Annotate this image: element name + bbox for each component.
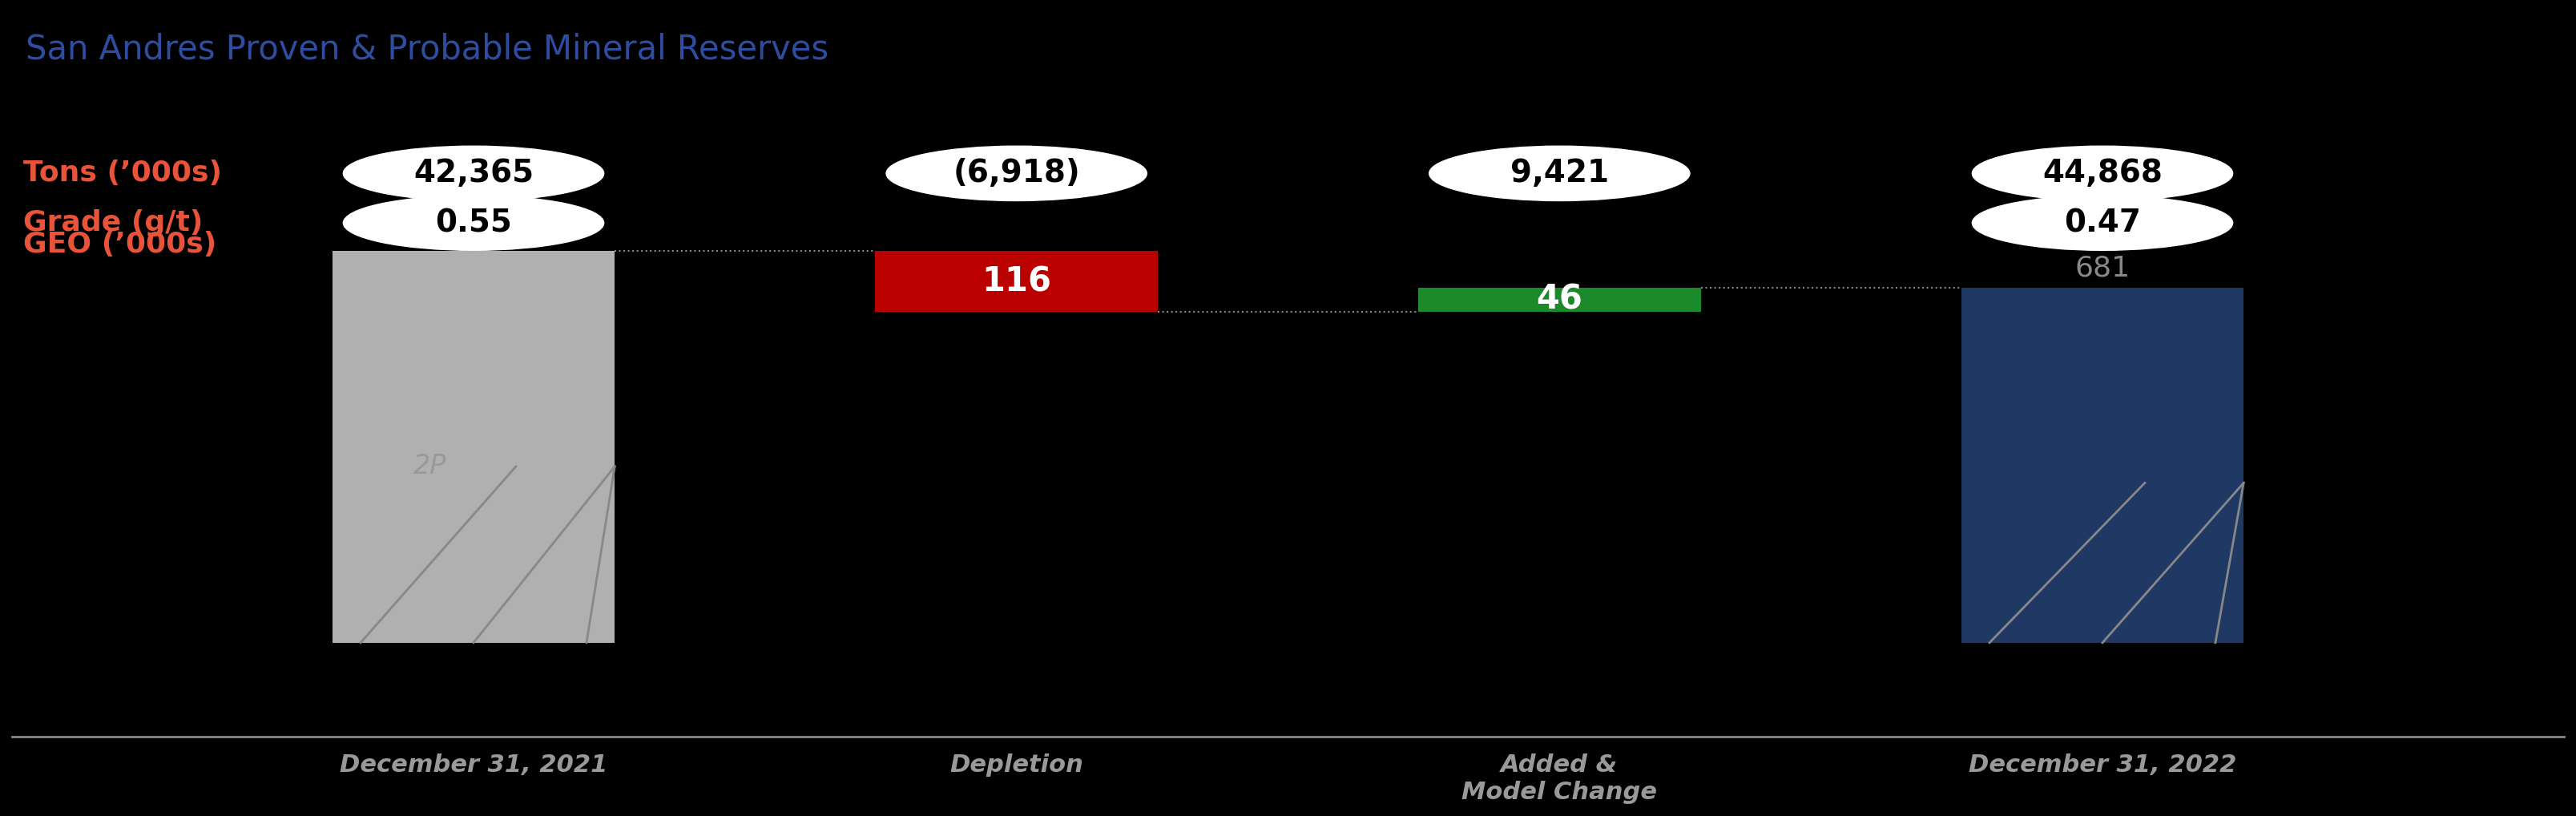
Ellipse shape: [343, 196, 603, 251]
Text: 681: 681: [2074, 254, 2130, 282]
Text: 751: 751: [446, 218, 502, 245]
Bar: [332, 251, 616, 643]
Bar: [876, 251, 1157, 312]
Text: 9,421: 9,421: [1510, 158, 1610, 188]
Text: 42,365: 42,365: [412, 158, 533, 188]
Ellipse shape: [886, 146, 1146, 201]
Text: 0.55: 0.55: [435, 208, 513, 238]
Text: 46: 46: [1535, 283, 1582, 317]
Ellipse shape: [1973, 196, 2233, 251]
Text: 2P: 2P: [412, 453, 446, 480]
Text: 0.47: 0.47: [2063, 208, 2141, 238]
Text: 116: 116: [981, 264, 1051, 298]
Ellipse shape: [1430, 146, 1690, 201]
Text: (6,918): (6,918): [953, 158, 1079, 188]
Ellipse shape: [1973, 146, 2233, 201]
Text: Tons (’000s): Tons (’000s): [23, 160, 222, 187]
Bar: [1419, 287, 1700, 312]
Ellipse shape: [343, 146, 603, 201]
Text: San Andres Proven & Probable Mineral Reserves: San Andres Proven & Probable Mineral Res…: [26, 33, 829, 66]
Text: Grade (g/t): Grade (g/t): [23, 210, 204, 237]
Text: 44,868: 44,868: [2043, 158, 2161, 188]
Bar: [1960, 287, 2244, 643]
Text: GEO (’000s): GEO (’000s): [23, 231, 216, 259]
